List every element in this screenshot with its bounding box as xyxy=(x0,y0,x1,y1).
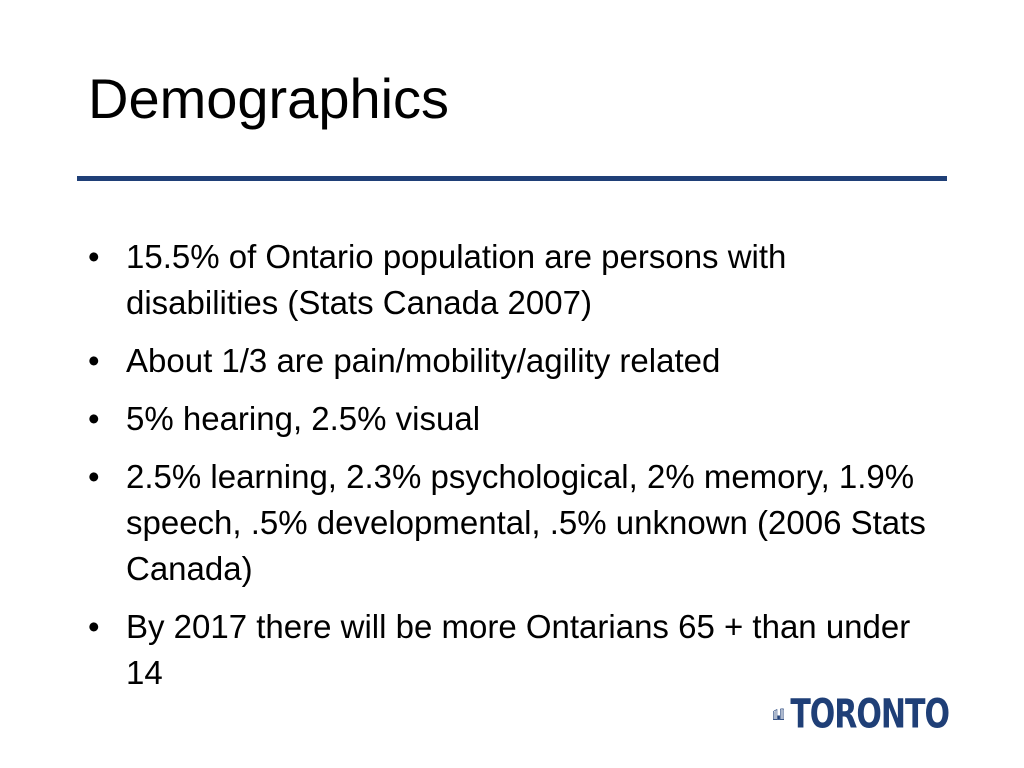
list-item: • 2.5% learning, 2.3% psychological, 2% … xyxy=(86,454,936,592)
logo-wordmark: TORONTO xyxy=(790,690,950,738)
list-item: • 5% hearing, 2.5% visual xyxy=(86,396,936,442)
bullet-text: By 2017 there will be more Ontarians 65 … xyxy=(126,608,911,691)
list-item: • By 2017 there will be more Ontarians 6… xyxy=(86,604,936,696)
toronto-logo: TORONTO xyxy=(773,688,950,740)
title-divider xyxy=(77,176,947,181)
bullet-text: About 1/3 are pain/mobility/agility rela… xyxy=(126,342,721,379)
bullet-dot-icon: • xyxy=(88,342,100,379)
bullet-dot-icon: • xyxy=(88,608,100,645)
bullet-list: • 15.5% of Ontario population are person… xyxy=(86,234,936,708)
slide-title: Demographics xyxy=(88,67,450,130)
bullet-text: 5% hearing, 2.5% visual xyxy=(126,400,481,437)
bullet-text: 15.5% of Ontario population are persons … xyxy=(126,238,787,321)
bullet-dot-icon: • xyxy=(88,458,100,495)
bullet-dot-icon: • xyxy=(88,238,100,275)
list-item: • 15.5% of Ontario population are person… xyxy=(86,234,936,326)
bullet-dot-icon: • xyxy=(88,400,100,437)
list-item: • About 1/3 are pain/mobility/agility re… xyxy=(86,338,936,384)
bullet-text: 2.5% learning, 2.3% psychological, 2% me… xyxy=(126,458,926,587)
city-hall-towers-icon xyxy=(773,708,785,720)
